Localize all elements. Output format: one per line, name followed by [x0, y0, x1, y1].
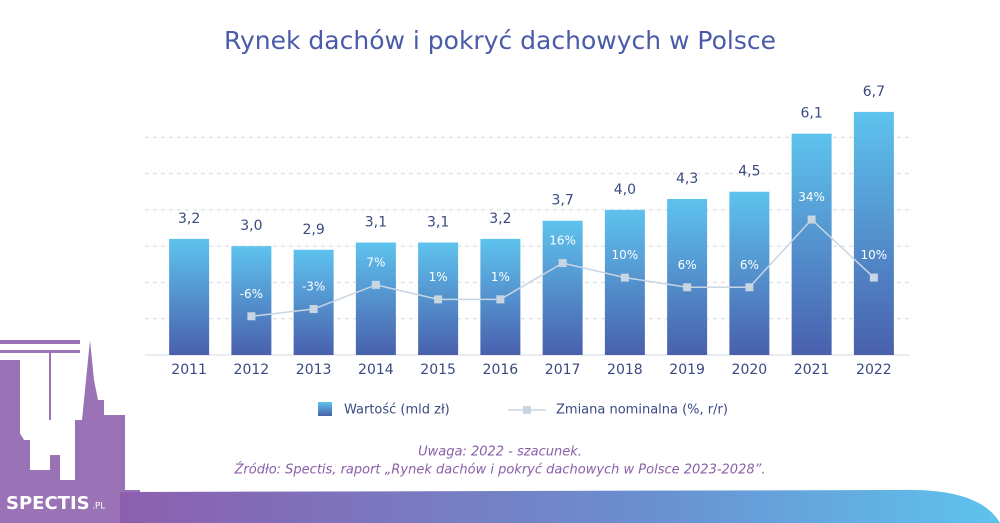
- footer-wave: [120, 489, 1000, 523]
- bar-value-label: 2,9: [302, 222, 324, 238]
- bar-value-label: 6,1: [800, 106, 822, 122]
- x-tick-label: 2015: [420, 362, 456, 378]
- bar-value-label: 6,7: [863, 84, 885, 100]
- x-tick-label: 2021: [794, 362, 830, 378]
- bar: [729, 191, 770, 355]
- bar: [853, 111, 894, 355]
- line-value-label: 34%: [798, 190, 825, 204]
- line-value-label: 7%: [366, 255, 385, 269]
- bar-value-label: 3,1: [427, 215, 449, 231]
- bar: [355, 242, 396, 355]
- note: Uwaga: 2022 - szacunek.: [418, 445, 582, 460]
- x-tick-label: 2016: [483, 362, 519, 378]
- bar-value-label: 4,5: [738, 164, 760, 180]
- legend-label: Zmiana nominalna (%, r/r): [556, 403, 728, 418]
- x-tick-label: 2022: [856, 362, 892, 378]
- bar-value-label: 4,0: [614, 182, 636, 198]
- bar: [667, 198, 708, 355]
- bar-value-label: 3,2: [178, 211, 200, 227]
- line-value-label: 6%: [678, 258, 697, 272]
- line-value-label: -3%: [302, 280, 325, 294]
- bar: [542, 220, 583, 355]
- source: Źródło: Spectis, raport „Rynek dachów i …: [234, 462, 766, 478]
- bar-value-label: 3,0: [240, 218, 262, 234]
- line-marker: [558, 259, 567, 268]
- legend-swatch: [318, 402, 332, 416]
- line-marker: [247, 312, 256, 321]
- x-tick-label: 2014: [358, 362, 394, 378]
- skyline: [0, 340, 140, 523]
- x-tick-label: 2020: [732, 362, 768, 378]
- bar: [791, 133, 832, 355]
- bar-value-label: 4,3: [676, 171, 698, 187]
- line-value-label: -6%: [240, 287, 263, 301]
- line-marker: [683, 283, 692, 292]
- bar: [293, 249, 334, 355]
- line-marker: [745, 283, 754, 292]
- legend-marker: [523, 406, 531, 414]
- x-tick-label: 2012: [234, 362, 270, 378]
- line-marker: [371, 280, 380, 289]
- x-tick-label: 2018: [607, 362, 643, 378]
- line-marker: [869, 273, 878, 282]
- line-marker: [496, 295, 505, 304]
- x-tick-label: 2017: [545, 362, 581, 378]
- x-tick-label: 2011: [171, 362, 207, 378]
- bar-value-label: 3,2: [489, 211, 511, 227]
- bar: [231, 246, 272, 355]
- line-marker: [620, 273, 629, 282]
- bar-value-label: 3,7: [551, 193, 573, 209]
- legend-label: Wartość (mld zł): [344, 403, 450, 418]
- logo: SPECTIS: [6, 493, 90, 514]
- logo-suffix: .PL: [92, 502, 105, 512]
- line-value-label: 16%: [549, 234, 576, 248]
- line-value-label: 10%: [612, 248, 639, 262]
- line-value-label: 1%: [491, 270, 510, 284]
- line-marker: [807, 215, 816, 224]
- line-value-label: 1%: [429, 270, 448, 284]
- line-marker: [309, 305, 318, 314]
- bar: [169, 238, 210, 355]
- x-tick-label: 2019: [669, 362, 705, 378]
- line-marker: [434, 295, 443, 304]
- bar: [604, 209, 645, 355]
- line-value-label: 6%: [740, 258, 759, 272]
- x-tick-label: 2013: [296, 362, 332, 378]
- line-value-label: 10%: [861, 248, 888, 262]
- bar-value-label: 3,1: [365, 215, 387, 231]
- chart-title: Rynek dachów i pokryć dachowych w Polsce: [224, 26, 776, 55]
